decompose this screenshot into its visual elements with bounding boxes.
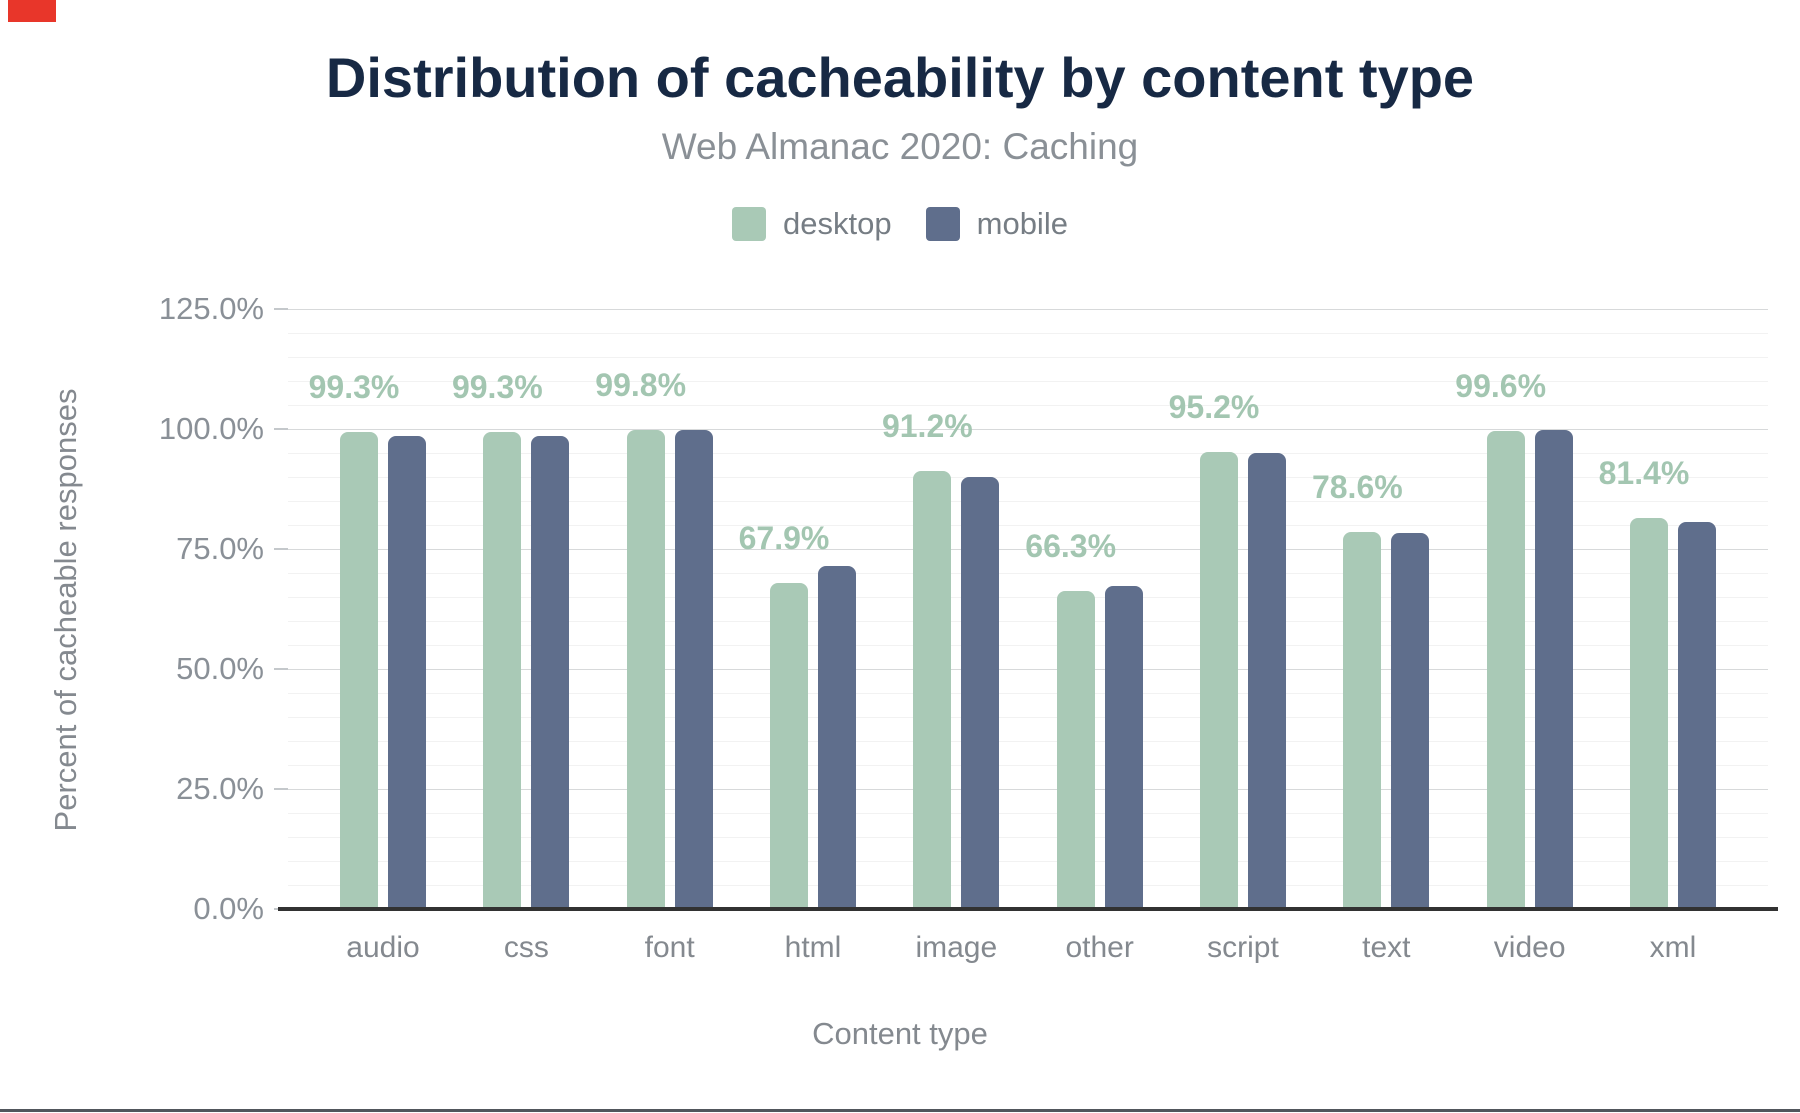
gridline-minor <box>288 405 1768 406</box>
corner-marker <box>8 0 56 22</box>
bar-mobile-html <box>818 566 856 909</box>
gridline-minor <box>288 717 1768 718</box>
x-category-label-css: css <box>503 931 549 964</box>
bar-desktop-image <box>913 471 952 909</box>
x-axis-line <box>278 907 1778 911</box>
gridline-minor <box>288 357 1768 358</box>
bar-value-label-video: 99.6% <box>1455 367 1547 404</box>
bottom-border <box>0 1109 1800 1112</box>
legend-label-mobile: mobile <box>976 206 1068 241</box>
bar-mobile-font <box>674 430 713 909</box>
bar-value-label-other: 66.3% <box>1025 527 1117 564</box>
x-category-label-audio: audio <box>346 931 420 964</box>
gridline-minor <box>288 741 1768 742</box>
bar-desktop-xml <box>1630 518 1668 909</box>
x-category-label-video: video <box>1493 931 1566 964</box>
gridline-major <box>288 669 1768 670</box>
x-category-label-other: other <box>1065 931 1134 964</box>
y-tick-label: 25.0% <box>176 771 264 806</box>
gridline-minor <box>288 333 1768 334</box>
plot-area: 0.0% 25.0% 50.0% 75.0% 100.0% 125.0% 99.3% audi… <box>159 291 1778 964</box>
x-category-label-xml: xml <box>1649 931 1697 964</box>
y-axis-title: Percent of cacheable responses <box>48 388 83 832</box>
gridline-major <box>288 789 1768 790</box>
y-axis-tick <box>274 668 288 670</box>
bar-mobile-xml <box>1678 522 1716 909</box>
y-axis-tick <box>274 428 288 430</box>
y-tick-label: 75.0% <box>176 531 264 566</box>
bar-mobile-script <box>1248 452 1286 909</box>
bar-desktop-video <box>1486 430 1525 909</box>
mobile-swatch-icon <box>925 207 960 241</box>
gridline-major <box>288 429 1768 430</box>
gridline-minor <box>288 477 1768 478</box>
bar-desktop-font <box>626 429 665 909</box>
gridline-minor <box>288 453 1768 454</box>
gridline-major <box>288 309 1768 310</box>
bar-mobile-audio <box>388 435 426 909</box>
bar-desktop-html <box>770 583 808 909</box>
gridline-minor <box>288 645 1768 646</box>
legend-item-mobile: mobile <box>925 206 1068 242</box>
y-tick-label: 0.0% <box>193 891 264 926</box>
bar-value-label-css: 99.3% <box>451 369 543 406</box>
x-category-label-html: html <box>784 931 842 964</box>
y-axis-tick <box>274 308 288 310</box>
bar-value-label-html: 67.9% <box>738 520 830 557</box>
bar-value-label-xml: 81.4% <box>1598 455 1690 492</box>
gridline-minor <box>288 597 1768 598</box>
y-tick-label: 125.0% <box>158 291 264 326</box>
bar-value-label-font: 99.8% <box>595 366 687 403</box>
gridline-minor <box>288 765 1768 766</box>
chart-title: Distribution of cacheability by content … <box>325 46 1475 109</box>
bar-mobile-other <box>1104 585 1143 909</box>
bar-desktop-text <box>1343 531 1382 909</box>
chart-subtitle: Web Almanac 2020: Caching <box>661 126 1139 167</box>
bar-desktop-audio <box>340 432 378 909</box>
bar-value-label-image: 91.2% <box>881 408 973 445</box>
y-axis-tick <box>274 788 288 790</box>
x-category-label-font: font <box>644 931 695 964</box>
gridline-minor <box>288 381 1768 382</box>
legend-item-desktop: desktop <box>732 206 892 242</box>
y-axis-tick <box>274 548 288 550</box>
gridline-minor <box>288 885 1768 886</box>
x-category-label-text: text <box>1362 931 1411 964</box>
legend-label-desktop: desktop <box>783 206 892 241</box>
bar-desktop-script <box>1200 452 1238 909</box>
bar-value-label-text: 78.6% <box>1311 468 1403 505</box>
gridline-major <box>288 549 1768 550</box>
x-category-label-image: image <box>915 931 998 964</box>
bar-mobile-text <box>1391 532 1430 909</box>
gridline-minor <box>288 525 1768 526</box>
x-category-label-script: script <box>1207 931 1279 964</box>
bar-mobile-css <box>531 435 570 909</box>
gridline-minor <box>288 837 1768 838</box>
desktop-swatch-icon <box>732 207 767 241</box>
gridline-minor <box>288 501 1768 502</box>
gridline-minor <box>288 861 1768 862</box>
y-tick-label: 100.0% <box>158 411 264 446</box>
bar-mobile-video <box>1534 430 1573 909</box>
bar-desktop-css <box>483 432 522 909</box>
gridline-minor <box>288 621 1768 622</box>
bar-value-label-script: 95.2% <box>1168 389 1260 426</box>
gridline-minor <box>288 573 1768 574</box>
bar-desktop-other <box>1056 590 1095 909</box>
x-axis-title: Content type <box>812 1016 988 1051</box>
gridline-minor <box>288 813 1768 814</box>
bar-value-label-audio: 99.3% <box>308 369 400 406</box>
gridline-minor <box>288 693 1768 694</box>
legend: desktop mobile <box>0 206 1800 242</box>
y-tick-label: 50.0% <box>176 651 264 686</box>
bar-mobile-image <box>961 477 1000 909</box>
